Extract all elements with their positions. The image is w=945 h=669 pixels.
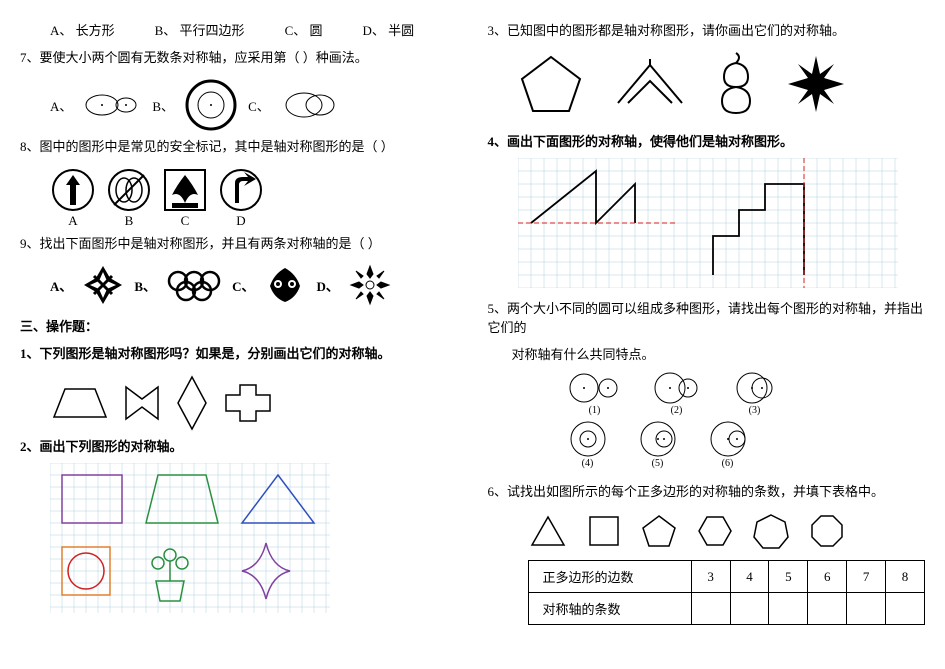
q9-label-c: C、 <box>232 276 254 295</box>
r5-f1: (1) <box>568 371 622 416</box>
right-column: 3、已知图中的图形都是轴对称图形，请你画出它们的对称轴。 4、画出下面图形的对称… <box>488 20 926 649</box>
table-h2: 对称轴的条数 <box>528 593 691 625</box>
table-blank <box>847 593 886 625</box>
table-col-5: 5 <box>769 561 808 593</box>
r5-text-b: 对称轴有什么共同特点。 <box>488 344 926 363</box>
poly-6 <box>696 513 734 549</box>
r5-f4: (4) <box>568 420 608 469</box>
q8-figures: A B C D <box>20 163 458 233</box>
q7-label-b: B、 <box>152 96 174 115</box>
r3-triangle-shape <box>614 59 686 109</box>
op2-grid <box>50 463 458 613</box>
table-blank <box>691 593 730 625</box>
r4-text: 4、画出下面图形的对称轴，使得他们是轴对称图形。 <box>488 131 926 150</box>
op2-text: 2、画出下列图形的对称轴。 <box>20 436 458 455</box>
q7-fig-b <box>184 78 238 132</box>
r3-pentagon <box>518 53 584 115</box>
q9-figures: A、 B、 C、 D、 <box>20 260 458 310</box>
table-blank <box>769 593 808 625</box>
r5-f3: (3) <box>732 371 778 416</box>
table-col-8: 8 <box>886 561 925 593</box>
r6-text: 6、试找出如图所示的每个正多边形的对称轴的条数，并填下表格中。 <box>488 481 926 500</box>
poly-7 <box>752 512 790 550</box>
table-col-3: 3 <box>691 561 730 593</box>
q9-text: 9、找出下面图形中是轴对称图形，并且有两条对称轴的是（ ） <box>20 233 458 252</box>
r3-gourd <box>716 51 756 117</box>
q6-options: A、 长方形 B、 平行四边形 C、 圆 D、 半圆 <box>20 20 458 39</box>
r5-f6: (6) <box>708 420 748 469</box>
poly-3 <box>528 513 568 549</box>
r5-figures: (1) (2) (3) (4) (5) (6) <box>488 371 926 469</box>
table-col-7: 7 <box>847 561 886 593</box>
q8-fig-d: D <box>218 167 264 229</box>
q8-fig-a: A <box>50 167 96 229</box>
q9-fig-a <box>82 264 124 306</box>
opt-b: B、 平行四边形 <box>155 20 245 39</box>
r5-f5: (5) <box>638 420 678 469</box>
poly-5 <box>640 513 678 549</box>
op1-trapezoid <box>50 383 110 423</box>
q9-label-a: A、 <box>50 276 72 295</box>
q7-label-c: C、 <box>248 96 270 115</box>
table-blank <box>886 593 925 625</box>
op1-cross <box>220 379 276 427</box>
section3-title: 三、操作题： <box>20 316 458 335</box>
r3-figures <box>488 47 926 121</box>
op1-figures <box>20 370 458 436</box>
poly-4 <box>586 513 622 549</box>
q8-fig-c: C <box>162 167 208 229</box>
table-col-6: 6 <box>808 561 847 593</box>
r4-shape-right <box>713 184 804 275</box>
table-col-4: 4 <box>730 561 769 593</box>
q8-text: 8、图中的图形中是常见的安全标记，其中是轴对称图形的是（ ） <box>20 136 458 155</box>
r4-grid <box>518 158 926 288</box>
table-h1: 正多边形的边数 <box>528 561 691 593</box>
opt-c: C、 圆 <box>285 20 323 39</box>
grid-lines <box>50 463 330 613</box>
q9-fig-d <box>349 264 391 306</box>
op1-text: 1、下列图形是轴对称图形吗？如果是，分别画出它们的对称轴。 <box>20 343 458 362</box>
q7-figures: A、 B、 C、 <box>20 74 458 136</box>
r5-text: 5、两个大小不同的圆可以组成多种图形，请找出每个图形的对称轴，并指出它们的 <box>488 298 926 336</box>
r6-polygons <box>488 508 926 554</box>
q7-text: 7、要使大小两个圆有无数条对称轴，应采用第（ ）种画法。 <box>20 47 458 66</box>
table-blank <box>808 593 847 625</box>
r6-table: 正多边形的边数 3 4 5 6 7 8 对称轴的条数 <box>528 560 926 625</box>
r3-star <box>786 54 846 114</box>
q9-fig-c <box>264 264 306 306</box>
poly-8 <box>808 512 846 550</box>
r5-f2: (2) <box>652 371 702 416</box>
q7-fig-c <box>280 87 340 123</box>
r3-text: 3、已知图中的图形都是轴对称图形，请你画出它们的对称轴。 <box>488 20 926 39</box>
opt-d: D、 半圆 <box>362 20 414 39</box>
opt-a: A、 长方形 <box>50 20 115 39</box>
q7-label-a: A、 <box>50 96 72 115</box>
q8-fig-b: B <box>106 167 152 229</box>
table-blank <box>730 593 769 625</box>
left-column: A、 长方形 B、 平行四边形 C、 圆 D、 半圆 7、要使大小两个圆有无数条… <box>20 20 458 649</box>
op1-rhombus <box>174 374 210 432</box>
q9-fig-b <box>166 267 222 303</box>
q9-label-d: D、 <box>316 276 338 295</box>
op1-bowtie <box>120 381 164 425</box>
q9-label-b: B、 <box>134 276 156 295</box>
q7-fig-a <box>82 87 142 123</box>
